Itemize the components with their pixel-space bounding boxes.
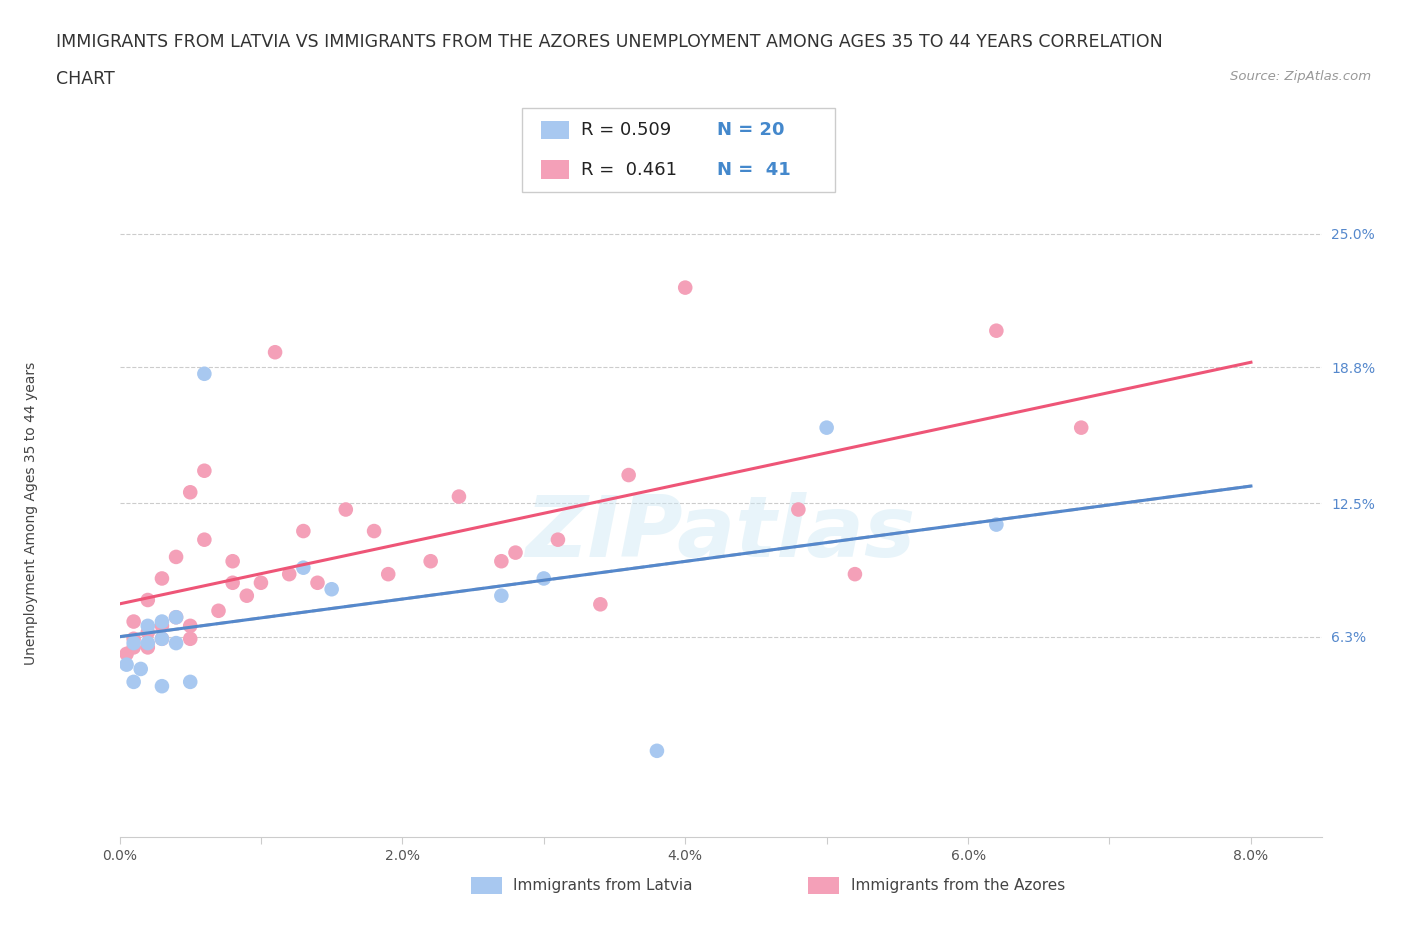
Point <box>236 589 259 604</box>
Point <box>179 631 201 646</box>
Point <box>122 631 145 646</box>
Point <box>547 532 569 547</box>
Point <box>335 502 357 517</box>
Point <box>491 589 513 604</box>
Point <box>150 631 173 646</box>
Point <box>207 604 229 618</box>
Point <box>533 571 555 586</box>
Point <box>645 743 668 758</box>
Point <box>292 560 315 575</box>
Point <box>673 280 696 295</box>
Point <box>165 610 187 625</box>
Point <box>150 679 173 694</box>
Text: ZIPatlas: ZIPatlas <box>526 492 915 575</box>
Point <box>150 571 173 586</box>
Text: Immigrants from Latvia: Immigrants from Latvia <box>513 878 693 893</box>
Point <box>363 524 385 538</box>
Point <box>307 576 329 591</box>
Point <box>589 597 612 612</box>
Point <box>986 324 1008 339</box>
Point <box>193 532 215 547</box>
Point <box>136 636 159 651</box>
Point <box>136 640 159 655</box>
Point <box>122 614 145 629</box>
Point <box>787 502 810 517</box>
Point <box>292 524 315 538</box>
Point <box>179 485 201 499</box>
Text: N = 20: N = 20 <box>717 121 785 139</box>
Point <box>264 345 287 360</box>
Text: N =  41: N = 41 <box>717 161 790 179</box>
Point <box>179 618 201 633</box>
Point <box>844 566 866 581</box>
Point <box>250 576 273 591</box>
Point <box>165 550 187 565</box>
Point <box>136 592 159 607</box>
Point <box>221 553 243 568</box>
Point <box>136 625 159 640</box>
Point <box>150 614 173 629</box>
Point <box>150 631 173 646</box>
Point <box>377 566 399 581</box>
Point <box>193 366 215 381</box>
Point <box>491 553 513 568</box>
Point <box>122 640 145 655</box>
Text: R = 0.509: R = 0.509 <box>581 121 671 139</box>
Text: R =  0.461: R = 0.461 <box>581 161 676 179</box>
Point <box>221 576 243 591</box>
Point <box>115 658 138 672</box>
Point <box>986 517 1008 532</box>
Point <box>179 674 201 689</box>
Point <box>419 553 441 568</box>
Text: Unemployment Among Ages 35 to 44 years: Unemployment Among Ages 35 to 44 years <box>24 362 38 666</box>
Point <box>122 636 145 651</box>
Point <box>447 489 470 504</box>
Point <box>617 468 640 483</box>
Text: CHART: CHART <box>56 70 115 87</box>
Point <box>278 566 301 581</box>
Point <box>122 674 145 689</box>
Text: Source: ZipAtlas.com: Source: ZipAtlas.com <box>1230 70 1371 83</box>
Point <box>815 420 838 435</box>
Point <box>165 636 187 651</box>
Point <box>129 661 152 676</box>
Point <box>165 610 187 625</box>
Point <box>115 646 138 661</box>
Point <box>136 618 159 633</box>
Point <box>193 463 215 478</box>
Point <box>150 618 173 633</box>
Point <box>321 582 343 597</box>
Text: IMMIGRANTS FROM LATVIA VS IMMIGRANTS FROM THE AZORES UNEMPLOYMENT AMONG AGES 35 : IMMIGRANTS FROM LATVIA VS IMMIGRANTS FRO… <box>56 33 1163 50</box>
Point <box>1070 420 1092 435</box>
Point <box>505 545 527 560</box>
Text: Immigrants from the Azores: Immigrants from the Azores <box>851 878 1064 893</box>
